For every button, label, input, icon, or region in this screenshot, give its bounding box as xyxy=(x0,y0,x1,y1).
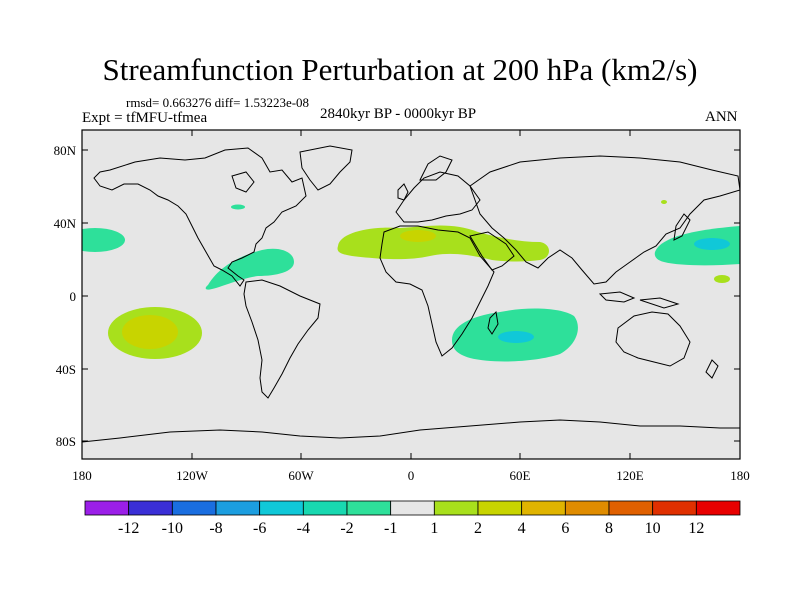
colorbar-label: -1 xyxy=(384,520,397,537)
coast-arabia xyxy=(469,231,515,271)
colorbar-label: 1 xyxy=(430,520,438,537)
colorbar-label: -12 xyxy=(118,520,139,537)
coast-africa xyxy=(379,225,495,357)
colorbar-label: -2 xyxy=(340,520,353,537)
colorbar: -12 -10 -8 -6 -4 -2 -1 1 2 4 6 8 10 12 xyxy=(84,500,741,537)
lon-label: 120W xyxy=(176,468,209,483)
lon-label: 180 xyxy=(730,468,750,483)
colorbar-swatch xyxy=(84,500,130,516)
colorbar-swatch xyxy=(521,500,566,516)
coast-antarctica xyxy=(82,419,740,443)
lon-label: 0 xyxy=(408,468,415,483)
anomaly-north-america-patch xyxy=(231,204,245,210)
coastlines xyxy=(82,145,740,443)
longitude-axis: 180 120W 60W 0 60E 120E 180 xyxy=(72,130,750,483)
colorbar-label: 2 xyxy=(474,520,482,537)
coast-scandinavia xyxy=(419,155,453,181)
anomaly-north-pacific-patch xyxy=(661,200,667,204)
colorbar-swatch xyxy=(128,500,173,516)
latitude-axis: 80N 40N 0 40S 80S xyxy=(54,143,740,449)
colorbar-label: 10 xyxy=(645,520,661,537)
colorbar-swatch xyxy=(171,500,217,516)
lat-label: 40N xyxy=(54,216,77,231)
lon-label: 60E xyxy=(510,468,531,483)
map-title: Streamfunction Perturbation at 200 hPa (… xyxy=(102,52,698,87)
experiment-label: Expt = tfMFU-tfmea xyxy=(82,110,208,126)
lon-label: 60W xyxy=(288,468,314,483)
lat-label: 80N xyxy=(54,143,77,158)
colorbar-label: -4 xyxy=(297,520,310,537)
lat-label: 80S xyxy=(56,434,76,449)
colorbar-label: 6 xyxy=(561,520,569,537)
anomaly-north-pacific-low-core xyxy=(694,238,730,250)
colorbar-swatch xyxy=(259,500,304,516)
colorbar-label: -8 xyxy=(209,520,222,537)
colorbar-swatch xyxy=(477,500,523,516)
season-label: ANN xyxy=(705,109,738,125)
colorbar-swatch xyxy=(652,500,697,516)
colorbar-swatch xyxy=(564,500,610,516)
colorbar-swatch xyxy=(433,500,479,516)
coast-british-isles xyxy=(397,183,409,201)
coast-madagascar xyxy=(487,310,499,335)
anomaly-africa-mideast-high-core xyxy=(400,230,436,242)
anomaly-caribbean-low xyxy=(205,248,294,290)
coast-japan xyxy=(673,213,691,241)
coast-north-america xyxy=(93,147,307,287)
colorbar-label: 4 xyxy=(518,520,526,537)
anomaly-indian-ocean-low-core xyxy=(498,331,534,343)
colorbar-swatch xyxy=(695,500,741,516)
coast-new-zealand xyxy=(705,359,719,379)
colorbar-swatch xyxy=(608,500,654,516)
colorbar-label: -6 xyxy=(253,520,266,537)
lon-label: 120E xyxy=(616,468,644,483)
lat-label: 40S xyxy=(56,362,76,377)
anomaly-south-pacific-high-core xyxy=(122,315,178,349)
lon-label: 180 xyxy=(72,468,92,483)
coast-australia xyxy=(615,311,691,367)
coast-asia xyxy=(469,155,740,285)
colorbar-swatch xyxy=(390,500,435,516)
coast-greenland xyxy=(299,145,353,191)
colorbar-swatch xyxy=(346,500,392,516)
colorbar-label: -10 xyxy=(162,520,183,537)
coast-indonesia xyxy=(598,291,680,309)
anomaly-west-pacific-high xyxy=(714,275,730,283)
anomaly-north-atlantic-low xyxy=(82,228,125,252)
colorbar-label: 12 xyxy=(688,520,704,537)
period-label: 2840kyr BP - 0000kyr BP xyxy=(320,106,477,122)
rmsd-stats: rmsd= 0.663276 diff= 1.53223e-08 xyxy=(126,95,310,110)
lat-label: 0 xyxy=(70,289,77,304)
colorbar-label: 8 xyxy=(605,520,613,537)
anomaly-fields xyxy=(82,200,740,362)
colorbar-swatch xyxy=(215,500,261,516)
colorbar-swatch xyxy=(302,500,348,516)
coast-south-america xyxy=(243,279,321,399)
plot-background xyxy=(82,130,740,459)
coast-hudson-bay xyxy=(231,171,255,193)
anomaly-africa-mideast-high xyxy=(337,225,549,262)
coast-europe xyxy=(395,171,481,223)
